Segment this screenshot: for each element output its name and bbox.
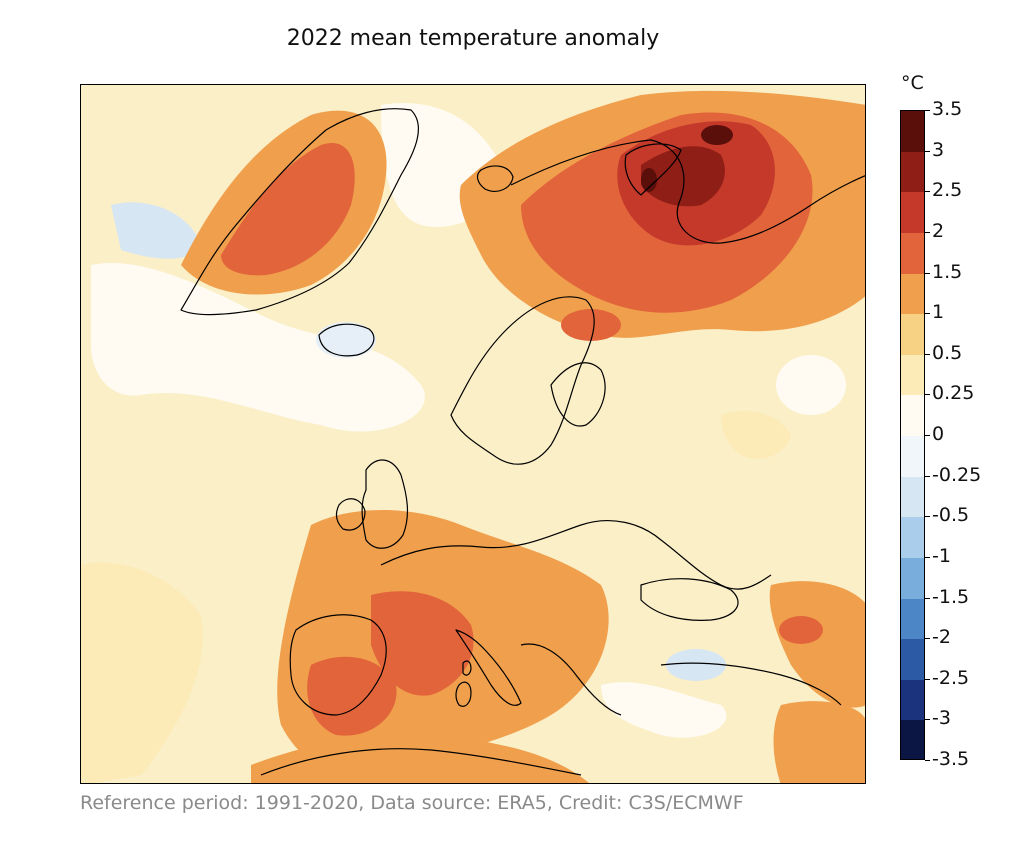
iceland-cool-zone <box>316 322 376 358</box>
colorbar-tick-label: 2.5 <box>932 179 963 202</box>
colorbar-tick <box>925 678 930 680</box>
southwest-atlantic-zone <box>81 562 203 783</box>
colorbar-tick <box>925 272 930 274</box>
colorbar-tick-label: -2.5 <box>932 666 970 689</box>
colorbar-segment <box>901 111 924 152</box>
colorbar-tick <box>925 435 930 436</box>
scandinavia-coastline <box>450 296 595 465</box>
colorbar-tick <box>925 231 930 233</box>
colorbar-segment <box>901 151 924 193</box>
colorbar-segment <box>901 354 924 396</box>
colorbar-segment <box>901 314 924 355</box>
iceland-coastline <box>318 323 375 357</box>
ural-warm-zone <box>721 411 791 459</box>
turkey-coastline <box>660 662 842 706</box>
sardinia-coastline <box>455 681 472 707</box>
colorbar-tick-label: 3 <box>932 138 945 161</box>
colorbar-tick <box>925 110 930 111</box>
map-canvas <box>81 85 865 783</box>
iberia-coastline <box>289 614 387 716</box>
colorbar-tick <box>925 556 930 558</box>
colorbar-tick-label: 0.5 <box>932 341 963 364</box>
colorbar-tick <box>925 475 930 477</box>
anomaly-map <box>80 84 866 784</box>
colorbar-segment <box>901 192 924 233</box>
colorbar-tick <box>925 353 930 355</box>
greenland-hot-zone <box>221 143 355 276</box>
colorbar-tick-label: -1.5 <box>932 585 970 608</box>
colorbar-segment <box>901 436 924 477</box>
middle-east-warm-zone <box>773 701 865 783</box>
colorbar-tick-label: -0.25 <box>932 463 982 486</box>
ireland-warm-zone <box>361 510 411 540</box>
colorbar-tick-label: 2 <box>932 219 945 242</box>
italy-coastline <box>455 629 522 706</box>
mediterranean-cool-zone <box>601 682 727 738</box>
colorbar-tick <box>925 760 930 761</box>
svalbard-coastline <box>476 165 514 192</box>
yamal-peak-zone <box>641 168 657 192</box>
colorbar-tick <box>925 394 930 396</box>
colorbar-tick <box>925 638 930 640</box>
caucasus-hot-zone <box>779 616 823 644</box>
siberia-coastline <box>510 139 865 244</box>
colorbar-segment <box>901 273 924 315</box>
france-italy-hot-zone <box>371 591 474 696</box>
aegean-cool-zone <box>666 649 726 681</box>
colorbar-tick <box>925 719 930 721</box>
colorbar-segment <box>901 679 924 721</box>
colorbar-tick-label: 3.5 <box>932 98 963 120</box>
colorbar-segment <box>901 720 924 759</box>
labrador-cool-zone <box>111 202 201 259</box>
colorbar-tick-label: -1 <box>932 544 951 567</box>
finland-coastline <box>550 362 606 427</box>
colorbar-segment <box>901 598 924 640</box>
kola-hot-zone <box>561 309 621 341</box>
credit-footer: Reference period: 1991-2020, Data source… <box>80 792 744 814</box>
novaya-zemlya-coastline <box>624 143 682 196</box>
colorbar-segment <box>901 395 924 436</box>
colorbar <box>900 110 925 760</box>
colorbar-tick-label: -2 <box>932 626 951 649</box>
colorbar-tick <box>925 150 930 152</box>
colorbar-segment <box>901 639 924 680</box>
colorbar-unit: °C <box>901 72 924 94</box>
colorbar-segment <box>901 517 924 558</box>
atlantic-cool-zone <box>91 263 425 432</box>
colorbar-tick-label: 1.5 <box>932 260 963 283</box>
colorbar-tick <box>925 313 930 315</box>
greenland-coastline <box>180 108 420 316</box>
colorbar-tick <box>925 516 930 518</box>
colorbar-segment <box>901 232 924 274</box>
caucasus-warm-zone <box>769 581 865 708</box>
colorbar-tick-label: -3 <box>932 707 951 730</box>
colorbar-tick-label: -0.5 <box>932 504 970 527</box>
east-cool-zone <box>776 355 846 415</box>
colorbar-segment <box>901 476 924 518</box>
iberia-hot-zone <box>307 656 397 736</box>
north-africa-coastline <box>260 748 582 776</box>
chart-title: 2022 mean temperature anomaly <box>286 26 660 51</box>
colorbar-tick-label: -3.5 <box>932 748 970 770</box>
siberia-extreme-zone <box>641 146 725 207</box>
colorbar-tick <box>925 597 930 599</box>
north-africa-warm-zone <box>251 734 589 783</box>
colorbar-tick <box>925 191 930 193</box>
colorbar-tick-label: 0.25 <box>932 382 975 405</box>
balkans-coastline <box>520 643 622 716</box>
ireland-coastline <box>335 498 366 531</box>
colorbar-segment <box>901 557 924 599</box>
black-sea-coastline <box>640 578 739 621</box>
siberia-peak-zone <box>701 125 733 145</box>
corsica-coastline <box>462 660 472 676</box>
colorbar-tick-label: 0 <box>932 423 945 445</box>
colorbar-tick-label: 1 <box>932 301 945 324</box>
